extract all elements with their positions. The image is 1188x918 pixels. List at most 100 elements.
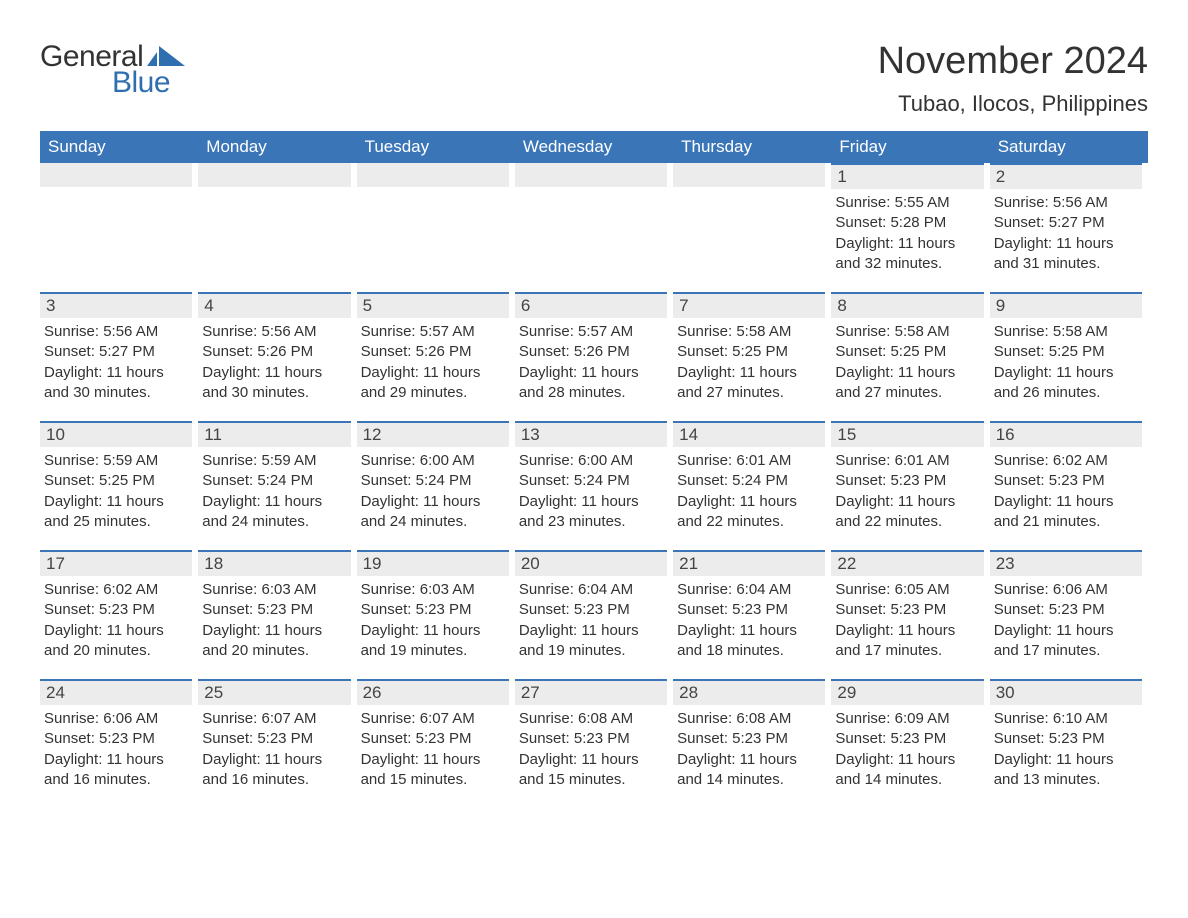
sunset-text: Sunset: 5:23 PM bbox=[44, 600, 188, 620]
sunset-text: Sunset: 5:23 PM bbox=[677, 729, 821, 749]
day-cell: 19Sunrise: 6:03 AMSunset: 5:23 PMDayligh… bbox=[357, 550, 515, 661]
day-details: Sunrise: 5:58 AMSunset: 5:25 PMDaylight:… bbox=[673, 318, 825, 403]
sunset-text: Sunset: 5:25 PM bbox=[994, 342, 1138, 362]
daylight-text: Daylight: 11 hours and 24 minutes. bbox=[361, 492, 505, 533]
day-details: Sunrise: 5:55 AMSunset: 5:28 PMDaylight:… bbox=[831, 189, 983, 274]
sunset-text: Sunset: 5:27 PM bbox=[44, 342, 188, 362]
sunrise-text: Sunrise: 6:00 AM bbox=[361, 451, 505, 471]
day-details: Sunrise: 6:04 AMSunset: 5:23 PMDaylight:… bbox=[673, 576, 825, 661]
daylight-text: Daylight: 11 hours and 15 minutes. bbox=[519, 750, 663, 791]
week-row: 10Sunrise: 5:59 AMSunset: 5:25 PMDayligh… bbox=[40, 421, 1148, 532]
sunrise-text: Sunrise: 6:08 AM bbox=[519, 709, 663, 729]
daylight-text: Daylight: 11 hours and 30 minutes. bbox=[202, 363, 346, 404]
sunset-text: Sunset: 5:26 PM bbox=[519, 342, 663, 362]
empty-cell bbox=[198, 163, 356, 274]
daylight-text: Daylight: 11 hours and 16 minutes. bbox=[44, 750, 188, 791]
day-cell: 24Sunrise: 6:06 AMSunset: 5:23 PMDayligh… bbox=[40, 679, 198, 790]
day-cell: 14Sunrise: 6:01 AMSunset: 5:24 PMDayligh… bbox=[673, 421, 831, 532]
sunset-text: Sunset: 5:25 PM bbox=[835, 342, 979, 362]
day-details: Sunrise: 6:07 AMSunset: 5:23 PMDaylight:… bbox=[198, 705, 350, 790]
empty-daynum bbox=[357, 163, 509, 187]
sunset-text: Sunset: 5:23 PM bbox=[835, 729, 979, 749]
day-cell: 16Sunrise: 6:02 AMSunset: 5:23 PMDayligh… bbox=[990, 421, 1148, 532]
day-number: 21 bbox=[673, 550, 825, 576]
day-details: Sunrise: 6:06 AMSunset: 5:23 PMDaylight:… bbox=[40, 705, 192, 790]
day-details: Sunrise: 6:02 AMSunset: 5:23 PMDaylight:… bbox=[990, 447, 1142, 532]
sunrise-text: Sunrise: 5:58 AM bbox=[994, 322, 1138, 342]
week-row: 1Sunrise: 5:55 AMSunset: 5:28 PMDaylight… bbox=[40, 163, 1148, 274]
sunset-text: Sunset: 5:24 PM bbox=[361, 471, 505, 491]
sunrise-text: Sunrise: 5:58 AM bbox=[677, 322, 821, 342]
day-number: 29 bbox=[831, 679, 983, 705]
day-number: 22 bbox=[831, 550, 983, 576]
weekday-header: SundayMondayTuesdayWednesdayThursdayFrid… bbox=[40, 131, 1148, 163]
empty-daynum bbox=[198, 163, 350, 187]
day-number: 17 bbox=[40, 550, 192, 576]
day-cell: 7Sunrise: 5:58 AMSunset: 5:25 PMDaylight… bbox=[673, 292, 831, 403]
day-details: Sunrise: 6:01 AMSunset: 5:24 PMDaylight:… bbox=[673, 447, 825, 532]
sunrise-text: Sunrise: 5:57 AM bbox=[361, 322, 505, 342]
day-cell: 22Sunrise: 6:05 AMSunset: 5:23 PMDayligh… bbox=[831, 550, 989, 661]
empty-cell bbox=[515, 163, 673, 274]
day-cell: 26Sunrise: 6:07 AMSunset: 5:23 PMDayligh… bbox=[357, 679, 515, 790]
empty-cell bbox=[357, 163, 515, 274]
day-details: Sunrise: 6:09 AMSunset: 5:23 PMDaylight:… bbox=[831, 705, 983, 790]
day-details: Sunrise: 6:06 AMSunset: 5:23 PMDaylight:… bbox=[990, 576, 1142, 661]
weekday-tuesday: Tuesday bbox=[357, 131, 515, 163]
logo-text-blue: Blue bbox=[112, 66, 170, 100]
sunrise-text: Sunrise: 6:07 AM bbox=[361, 709, 505, 729]
day-details: Sunrise: 5:59 AMSunset: 5:25 PMDaylight:… bbox=[40, 447, 192, 532]
day-details: Sunrise: 6:08 AMSunset: 5:23 PMDaylight:… bbox=[673, 705, 825, 790]
sunrise-text: Sunrise: 6:04 AM bbox=[519, 580, 663, 600]
day-cell: 29Sunrise: 6:09 AMSunset: 5:23 PMDayligh… bbox=[831, 679, 989, 790]
day-details: Sunrise: 5:56 AMSunset: 5:26 PMDaylight:… bbox=[198, 318, 350, 403]
day-details: Sunrise: 5:58 AMSunset: 5:25 PMDaylight:… bbox=[990, 318, 1142, 403]
sunset-text: Sunset: 5:23 PM bbox=[994, 471, 1138, 491]
day-details: Sunrise: 6:04 AMSunset: 5:23 PMDaylight:… bbox=[515, 576, 667, 661]
day-cell: 21Sunrise: 6:04 AMSunset: 5:23 PMDayligh… bbox=[673, 550, 831, 661]
day-number: 10 bbox=[40, 421, 192, 447]
day-number: 6 bbox=[515, 292, 667, 318]
empty-cell bbox=[40, 163, 198, 274]
sunrise-text: Sunrise: 5:55 AM bbox=[835, 193, 979, 213]
sunrise-text: Sunrise: 6:03 AM bbox=[202, 580, 346, 600]
sunset-text: Sunset: 5:25 PM bbox=[44, 471, 188, 491]
day-number: 4 bbox=[198, 292, 350, 318]
day-details: Sunrise: 6:03 AMSunset: 5:23 PMDaylight:… bbox=[357, 576, 509, 661]
sunset-text: Sunset: 5:23 PM bbox=[202, 729, 346, 749]
sunrise-text: Sunrise: 6:06 AM bbox=[994, 580, 1138, 600]
sunset-text: Sunset: 5:23 PM bbox=[519, 729, 663, 749]
sunrise-text: Sunrise: 6:10 AM bbox=[994, 709, 1138, 729]
day-number: 7 bbox=[673, 292, 825, 318]
day-cell: 18Sunrise: 6:03 AMSunset: 5:23 PMDayligh… bbox=[198, 550, 356, 661]
daylight-text: Daylight: 11 hours and 14 minutes. bbox=[835, 750, 979, 791]
day-details: Sunrise: 6:03 AMSunset: 5:23 PMDaylight:… bbox=[198, 576, 350, 661]
sunset-text: Sunset: 5:24 PM bbox=[519, 471, 663, 491]
sunrise-text: Sunrise: 5:56 AM bbox=[202, 322, 346, 342]
location-label: Tubao, Ilocos, Philippines bbox=[878, 91, 1148, 117]
day-number: 9 bbox=[990, 292, 1142, 318]
weekday-saturday: Saturday bbox=[990, 131, 1148, 163]
daylight-text: Daylight: 11 hours and 26 minutes. bbox=[994, 363, 1138, 404]
weekday-wednesday: Wednesday bbox=[515, 131, 673, 163]
sunset-text: Sunset: 5:26 PM bbox=[361, 342, 505, 362]
day-cell: 4Sunrise: 5:56 AMSunset: 5:26 PMDaylight… bbox=[198, 292, 356, 403]
day-number: 18 bbox=[198, 550, 350, 576]
daylight-text: Daylight: 11 hours and 24 minutes. bbox=[202, 492, 346, 533]
daylight-text: Daylight: 11 hours and 22 minutes. bbox=[835, 492, 979, 533]
day-details: Sunrise: 6:08 AMSunset: 5:23 PMDaylight:… bbox=[515, 705, 667, 790]
daylight-text: Daylight: 11 hours and 29 minutes. bbox=[361, 363, 505, 404]
daylight-text: Daylight: 11 hours and 16 minutes. bbox=[202, 750, 346, 791]
sunrise-text: Sunrise: 6:00 AM bbox=[519, 451, 663, 471]
daylight-text: Daylight: 11 hours and 22 minutes. bbox=[677, 492, 821, 533]
day-details: Sunrise: 6:00 AMSunset: 5:24 PMDaylight:… bbox=[357, 447, 509, 532]
sunset-text: Sunset: 5:24 PM bbox=[677, 471, 821, 491]
daylight-text: Daylight: 11 hours and 28 minutes. bbox=[519, 363, 663, 404]
sunset-text: Sunset: 5:23 PM bbox=[835, 471, 979, 491]
day-details: Sunrise: 5:56 AMSunset: 5:27 PMDaylight:… bbox=[40, 318, 192, 403]
daylight-text: Daylight: 11 hours and 25 minutes. bbox=[44, 492, 188, 533]
calendar: SundayMondayTuesdayWednesdayThursdayFrid… bbox=[40, 131, 1148, 790]
day-details: Sunrise: 6:01 AMSunset: 5:23 PMDaylight:… bbox=[831, 447, 983, 532]
day-cell: 5Sunrise: 5:57 AMSunset: 5:26 PMDaylight… bbox=[357, 292, 515, 403]
day-number: 11 bbox=[198, 421, 350, 447]
